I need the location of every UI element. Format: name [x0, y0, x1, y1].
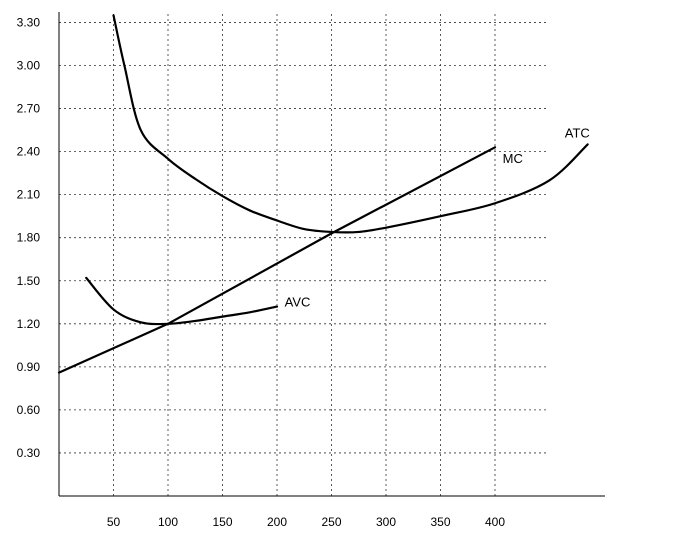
- y-tick-label: 1.20: [17, 317, 41, 331]
- y-tick-label: 1.50: [17, 274, 41, 288]
- y-tick-label: 2.40: [17, 145, 41, 159]
- mc-label: MC: [503, 151, 523, 166]
- x-tick-label: 400: [485, 515, 505, 529]
- atc-label: ATC: [565, 125, 590, 140]
- x-tick-label: 100: [158, 515, 178, 529]
- mc-curve: [57, 146, 497, 374]
- y-tick-labels: 3.30 3.00 2.70 2.40 2.10 1.80 1.50 1.20 0.90 0.60…: [17, 15, 41, 460]
- series: [57, 14, 589, 374]
- x-tick-label: 300: [376, 515, 396, 529]
- y-tick-label: 0.90: [17, 360, 41, 374]
- avc-curve: [85, 276, 279, 326]
- axes: [58, 12, 605, 497]
- x-tick-label: 200: [267, 515, 287, 529]
- grid: [59, 14, 548, 496]
- y-tick-label: 3.30: [17, 15, 41, 29]
- x-tick-label: 50: [107, 515, 121, 529]
- y-tick-label: 1.80: [17, 231, 41, 245]
- x-tick-label: 150: [212, 515, 232, 529]
- avc-label: AVC: [285, 295, 311, 310]
- y-tick-label: 2.10: [17, 188, 41, 202]
- atc-curve: [112, 14, 589, 234]
- y-tick-label: 2.70: [17, 102, 41, 116]
- y-tick-label: 3.00: [17, 59, 41, 73]
- curve-labels: MC AVC ATC: [285, 125, 590, 309]
- x-tick-labels: 50 100 150 200 250 300 350 400: [107, 515, 506, 529]
- y-tick-label: 0.30: [17, 446, 41, 460]
- x-tick-label: 350: [430, 515, 450, 529]
- x-tick-label: 250: [321, 515, 341, 529]
- y-tick-label: 0.60: [17, 403, 41, 417]
